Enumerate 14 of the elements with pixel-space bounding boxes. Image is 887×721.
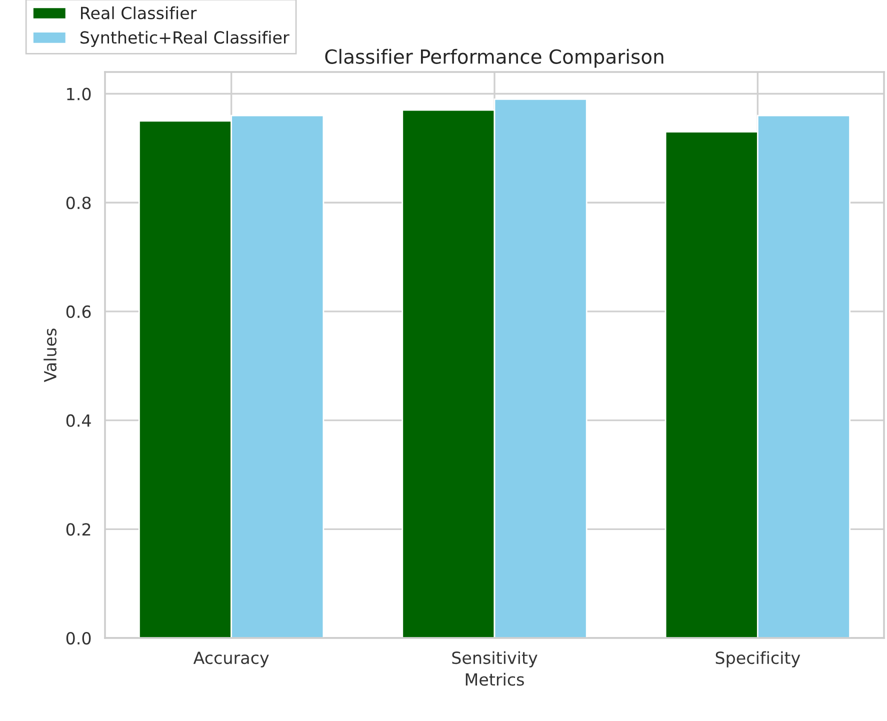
y-tick-label: 0.8 [66, 196, 91, 210]
y-tick-label: 0.4 [66, 414, 91, 427]
y-tick-label: 1.0 [67, 88, 91, 100]
chart-title: Classifier Performance Comparison [325, 48, 664, 68]
y-axis-title: Values [44, 328, 57, 382]
legend-label: Real Classifier [81, 6, 197, 20]
x-tick-label: Accuracy [193, 652, 269, 668]
x-tick-label: Sensitivity [452, 651, 538, 668]
y-tick-label: 0.6 [66, 305, 91, 318]
legend-label: Synthetic+Real Classifier [80, 30, 290, 47]
x-axis-title: Metrics [466, 672, 524, 686]
y-tick-label: 0.0 [66, 632, 91, 645]
x-tick-label: Specificity [716, 651, 800, 668]
y-tick-label: 0.2 [66, 523, 90, 536]
